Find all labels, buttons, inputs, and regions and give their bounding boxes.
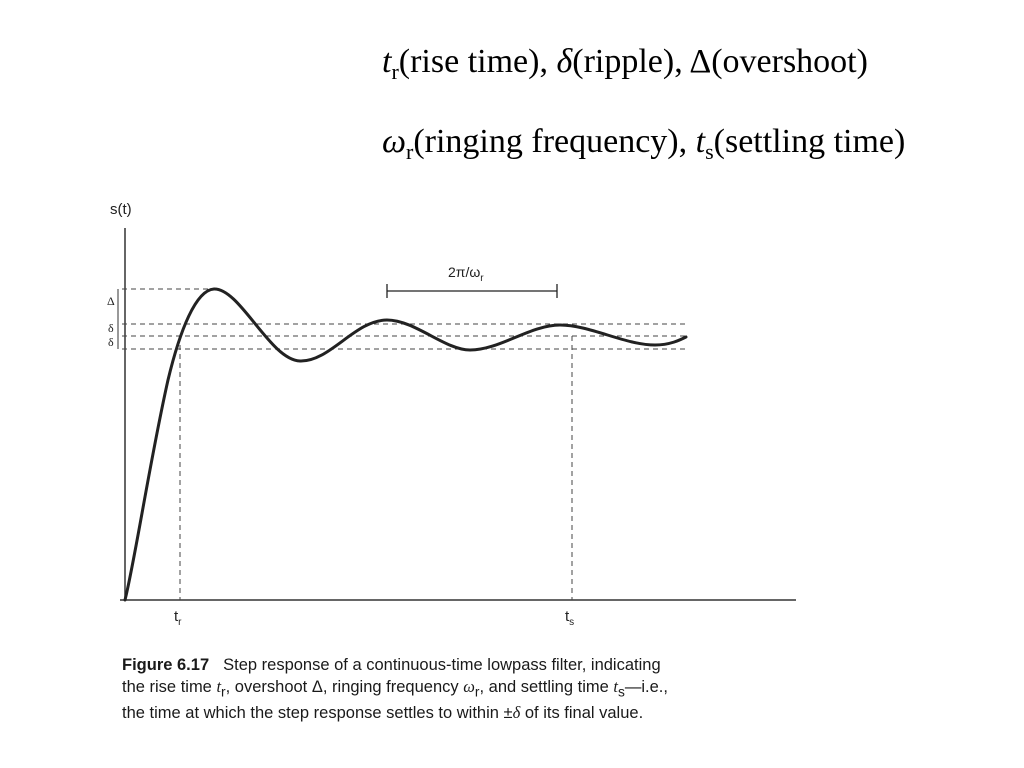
caption-line-1: Figure 6.17 Step response of a continuous… [122, 655, 782, 676]
settling-time-tick-main: t [565, 608, 570, 625]
settling-time-tick-subscript: s [569, 617, 574, 628]
caption-settling-subscript: s [617, 684, 625, 700]
upper-ripple-marker-label: δ [108, 321, 114, 335]
overshoot-symbol: Δ [689, 43, 712, 80]
caption-text-3a: the time at which the step response sett… [122, 704, 513, 723]
caption-ringing-symbol: ω [463, 677, 475, 696]
rise-time-label: (rise time), [398, 43, 557, 80]
settling-time-tick-label: ts [565, 608, 574, 628]
overshoot-label: (overshoot) [711, 43, 868, 80]
step-response-curve [123, 287, 688, 602]
rise-time-tick-label: tr [174, 608, 182, 628]
ringing-frequency-subscript: r [406, 139, 414, 164]
rise-time-symbol: t [382, 43, 392, 80]
caption-ripple-symbol: δ [512, 703, 521, 723]
heading-line-ringing-settling: ωr(ringing frequency), ts(settling time) [382, 122, 906, 164]
rise-time-tick-subscript: r [178, 617, 182, 628]
caption-line-2: the rise time tr, overshoot Δ, ringing f… [122, 676, 782, 702]
lower-ripple-marker-label: δ [108, 335, 114, 349]
y-axis-label: s(t) [110, 201, 132, 218]
caption-rise-time-subscript: r [221, 684, 226, 700]
ripple-label: (ripple), [572, 43, 690, 80]
heading-line-rise-ripple-overshoot: tr(rise time), δ(ripple), Δ(overshoot) [382, 42, 868, 84]
rise-time-subscript: r [391, 59, 399, 84]
figure-label: Figure 6.17 [122, 656, 210, 674]
settling-time-subscript: s [705, 139, 714, 164]
ringing-frequency-symbol: ω [382, 123, 407, 160]
caption-text-1: Step response of a continuous-time lowpa… [223, 656, 661, 674]
period-label: 2π/ωr [448, 264, 484, 284]
caption-text-2a: the rise time [122, 678, 217, 696]
caption-text-2c: , and settling time [479, 678, 614, 696]
period-label-main: 2π/ω [448, 264, 480, 280]
caption-ringing-subscript: r [474, 684, 480, 700]
settling-time-label: (settling time) [713, 123, 906, 160]
settling-time-symbol: t [695, 123, 706, 160]
caption-settling-symbol: t [613, 677, 618, 696]
figure-caption: Figure 6.17 Step response of a continuous… [122, 655, 782, 724]
ripple-symbol: δ [556, 43, 573, 80]
caption-text-3b: of its final value. [520, 704, 644, 723]
ringing-frequency-label: (ringing frequency), [413, 123, 696, 160]
caption-text-2b: , overshoot Δ, ringing frequency [225, 678, 464, 696]
caption-line-3: the time at which the step response sett… [122, 702, 782, 724]
rise-time-tick-main: t [174, 608, 179, 625]
caption-text-2d: —i.e., [624, 678, 668, 696]
caption-rise-time-symbol: t [216, 677, 222, 696]
period-label-subscript: r [480, 273, 484, 284]
overshoot-marker-label: Δ [107, 294, 115, 308]
